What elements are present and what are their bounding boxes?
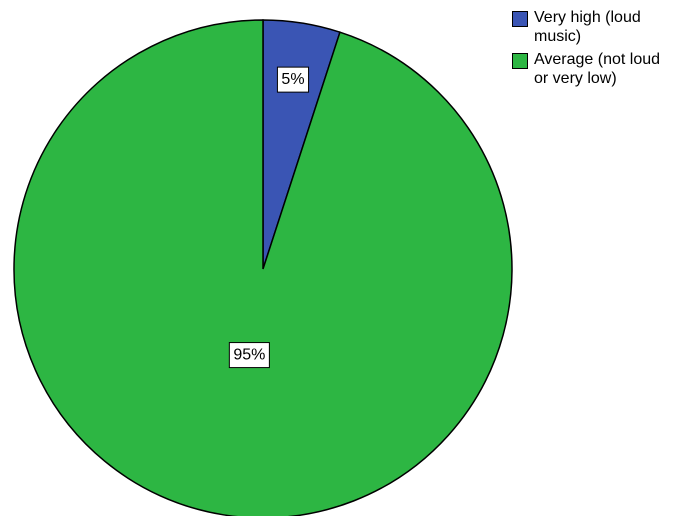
legend-item-1: Very high (loud music) <box>512 8 672 46</box>
pie-label-box-1 <box>276 66 310 93</box>
legend-swatch-1 <box>512 11 528 27</box>
pie-label-box-2 <box>228 342 270 369</box>
legend-swatch-2 <box>512 53 528 69</box>
pie-slices <box>13 19 513 516</box>
pie-data-labels: 5% 95% <box>228 66 310 369</box>
legend-label-1: Very high (loud music) <box>534 9 641 45</box>
legend-item-2: Average (not loud or very low) <box>512 50 672 88</box>
pie-label-2: 95% <box>228 342 270 369</box>
pie-slice-2 <box>13 19 513 516</box>
chart-legend: Very high (loud music) Average (not loud … <box>512 8 672 92</box>
pie-label-text-2: 95% <box>233 347 265 364</box>
pie-label-text-1: 5% <box>281 71 304 88</box>
legend-label-2: Average (not loud or very low) <box>534 51 661 87</box>
pie-label-1: 5% <box>276 66 310 93</box>
